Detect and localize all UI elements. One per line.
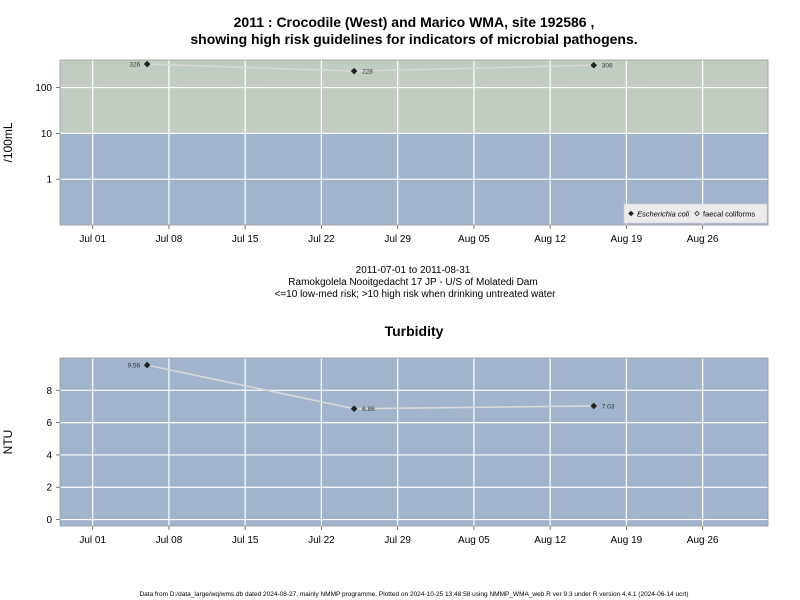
subtitle-risk-note: <=10 low-med risk; >10 high risk when dr… [275, 289, 557, 300]
x-tick-label: Jul 08 [156, 535, 183, 546]
y-tick-label: 4 [46, 450, 52, 461]
data-point [590, 61, 598, 69]
y-tick-label: 100 [35, 83, 52, 94]
x-tick-label: Jul 29 [384, 234, 411, 245]
high-risk-band [60, 60, 768, 134]
x-tick-label: Aug 05 [458, 535, 490, 546]
data-label: 7.03 [602, 403, 615, 410]
data-label: 9.56 [127, 363, 140, 370]
legend-marker-icon [628, 210, 634, 217]
data-point [590, 402, 598, 410]
subtitle-date-range: 2011-07-01 to 2011-08-31 [356, 265, 471, 276]
data-label: 6.86 [362, 406, 375, 413]
legend-label: Escherichia coli [637, 210, 689, 219]
plot-frame [59, 59, 769, 226]
subtitle-site: Ramokgolela Nooitgedacht 17 JP - U/S of … [288, 277, 537, 288]
legend-box [623, 203, 768, 224]
y-axis-label: NTU [1, 430, 15, 455]
x-tick-label: Aug 05 [458, 234, 490, 245]
plot-frame [59, 357, 769, 527]
data-point [350, 67, 358, 75]
y-tick-label: 1 [46, 175, 52, 186]
x-tick-label: Aug 12 [534, 535, 566, 546]
x-tick-label: Jul 15 [232, 234, 259, 245]
legend-label: faecal coliforms [703, 210, 755, 219]
x-tick-label: Aug 26 [687, 535, 719, 546]
plot-background [60, 358, 768, 526]
x-tick-label: Jul 01 [79, 234, 106, 245]
data-point [143, 60, 151, 68]
x-tick-label: Aug 26 [687, 234, 719, 245]
x-tick-label: Aug 12 [534, 234, 566, 245]
data-label: 228 [362, 69, 373, 76]
chart-title-line2: showing high risk guidelines for indicat… [190, 31, 637, 47]
ecoli-panel: Jul 01 Jul 08 Jul 15 Jul 22 Jul 29 Aug 05 Aug … [1, 59, 769, 245]
y-axis-label: /100mL [1, 122, 15, 162]
data-label: 308 [602, 63, 613, 70]
y-tick-label: 2 [46, 483, 52, 494]
data-point [143, 361, 151, 369]
chart-title-line1: 2011 : Crocodile (West) and Marico WMA, … [234, 14, 595, 30]
data-label: 326 [129, 62, 140, 69]
x-tick-label: Jul 01 [79, 535, 106, 546]
x-tick-label: Jul 22 [308, 234, 335, 245]
y-tick-label: 6 [46, 418, 52, 429]
y-tick-label: 10 [41, 129, 53, 140]
x-tick-label: Jul 29 [384, 535, 411, 546]
x-tick-label: Jul 15 [232, 535, 259, 546]
legend-marker-icon [694, 210, 700, 217]
turbidity-title: Turbidity [385, 323, 444, 339]
y-tick-label: 8 [46, 386, 52, 397]
x-tick-label: Jul 22 [308, 535, 335, 546]
x-tick-label: Jul 08 [156, 234, 183, 245]
x-tick-label: Aug 19 [611, 234, 643, 245]
turbidity-panel: Jul 01 Jul 08 Jul 15 Jul 22 Jul 29 Aug 05 Aug … [1, 357, 769, 546]
footer-note: Data from D:/data_large/wq/wms.db dated … [139, 591, 688, 598]
y-tick-label: 0 [46, 515, 52, 526]
data-point [350, 405, 358, 413]
x-tick-label: Aug 19 [611, 535, 643, 546]
